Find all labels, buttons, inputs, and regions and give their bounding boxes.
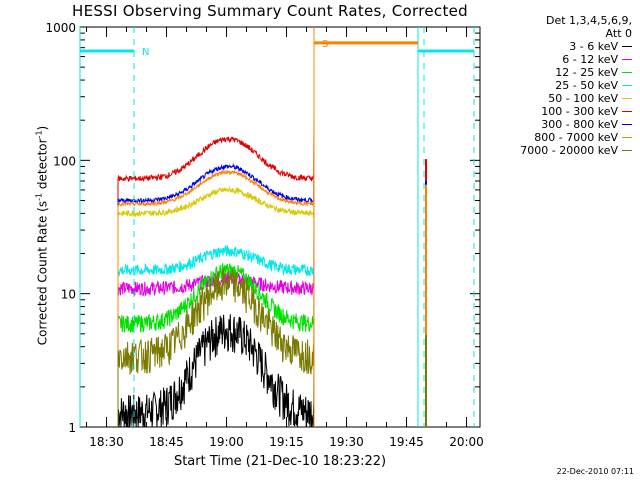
legend-entry-label: 7000 - 20000 keV xyxy=(520,144,618,157)
legend-entry: 50 - 100 keV xyxy=(482,92,632,105)
legend-entry-label: 3 - 6 keV xyxy=(569,40,618,53)
legend-entry-label: 800 - 7000 keV xyxy=(534,131,618,144)
series-line xyxy=(117,149,315,427)
legend-entry: 3 - 6 keV xyxy=(482,40,632,53)
legend-swatch xyxy=(622,85,632,86)
legend-entry-label: 12 - 25 keV xyxy=(555,66,618,79)
series-line xyxy=(117,268,315,427)
legend-swatch xyxy=(622,72,632,73)
series-line xyxy=(117,114,315,427)
series-line xyxy=(117,259,315,427)
chart-title: HESSI Observing Summary Count Rates, Cor… xyxy=(72,2,468,20)
legend-swatch xyxy=(622,111,632,112)
legend-header-detectors: Det 1,3,4,5,6,9, xyxy=(545,14,632,27)
x-tick-label: 18:30 xyxy=(89,435,124,449)
legend-swatch xyxy=(622,150,632,151)
y-tick-label: 1 xyxy=(68,421,76,435)
y-tick-label: 100 xyxy=(53,154,76,168)
legend-entry: 12 - 25 keV xyxy=(482,66,632,79)
legend-swatch xyxy=(622,124,632,125)
legend-entry: 800 - 7000 keV xyxy=(482,131,632,144)
x-tick-label: 19:45 xyxy=(389,435,424,449)
legend-swatch xyxy=(622,137,632,138)
series-layer xyxy=(117,114,427,429)
legend: Det 1,3,4,5,6,9, Att 0 3 - 6 keV 6 - 12 k… xyxy=(482,14,632,157)
x-tick-label: 19:15 xyxy=(269,435,304,449)
legend-header-attenuator: Att 0 xyxy=(605,27,632,40)
legend-entry-label: 25 - 50 keV xyxy=(555,79,618,92)
y-axis-label: Corrected Count Rate (s-1 detector-1) xyxy=(34,125,50,346)
x-tick-label: 19:30 xyxy=(329,435,364,449)
legend-entry: 7000 - 20000 keV xyxy=(482,144,632,157)
legend-entry-label: 6 - 12 keV xyxy=(562,53,618,66)
x-tick-label: 20:00 xyxy=(449,435,484,449)
legend-entry-label: 300 - 800 keV xyxy=(541,118,618,131)
legend-entry-label: 100 - 300 keV xyxy=(541,105,618,118)
legend-entry: 25 - 50 keV xyxy=(482,79,632,92)
series-line xyxy=(117,140,315,427)
x-tick-label: 18:45 xyxy=(149,435,184,449)
flag-label: S xyxy=(322,39,328,50)
x-tick-label: 19:00 xyxy=(209,435,244,449)
footer-timestamp: 22-Dec-2010 07:11 xyxy=(556,467,634,476)
legend-entry-label: 50 - 100 keV xyxy=(548,92,618,105)
series-line xyxy=(117,206,315,427)
legend-entry: 6 - 12 keV xyxy=(482,53,632,66)
series-line xyxy=(117,136,315,427)
legend-entry: 300 - 800 keV xyxy=(482,118,632,131)
y-tick-label: 10 xyxy=(61,288,76,302)
flag-layer: NS xyxy=(79,27,475,427)
flag-label: N xyxy=(142,47,149,58)
legend-swatch xyxy=(622,59,632,60)
legend-entry: 100 - 300 keV xyxy=(482,105,632,118)
legend-swatch xyxy=(622,98,632,99)
x-axis-label: Start Time (21-Dec-10 18:23:22) xyxy=(173,454,387,469)
plot-frame xyxy=(79,26,481,428)
series-line xyxy=(117,314,315,429)
legend-swatch xyxy=(622,46,632,47)
y-tick-label: 1000 xyxy=(45,21,76,35)
